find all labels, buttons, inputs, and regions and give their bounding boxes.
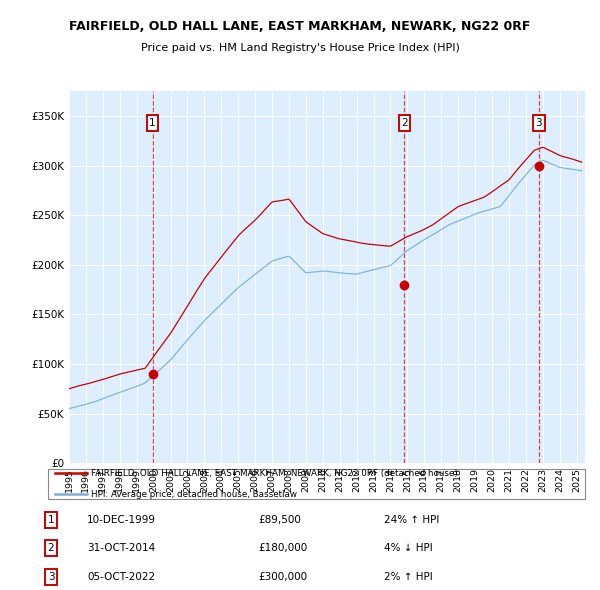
Text: FAIRFIELD, OLD HALL LANE, EAST MARKHAM, NEWARK, NG22 0RF: FAIRFIELD, OLD HALL LANE, EAST MARKHAM, …	[70, 20, 530, 33]
Text: 1: 1	[47, 515, 55, 525]
Text: 10-DEC-1999: 10-DEC-1999	[87, 515, 156, 525]
Text: Price paid vs. HM Land Registry's House Price Index (HPI): Price paid vs. HM Land Registry's House …	[140, 44, 460, 53]
Text: HPI: Average price, detached house, Bassetlaw: HPI: Average price, detached house, Bass…	[91, 490, 297, 499]
Text: £180,000: £180,000	[258, 543, 307, 553]
Text: 2: 2	[401, 118, 408, 128]
Text: 1: 1	[149, 118, 156, 128]
Text: 3: 3	[47, 572, 55, 582]
Text: 2: 2	[47, 543, 55, 553]
Text: 2% ↑ HPI: 2% ↑ HPI	[384, 572, 433, 582]
Text: £300,000: £300,000	[258, 572, 307, 582]
Text: 31-OCT-2014: 31-OCT-2014	[87, 543, 155, 553]
Text: 24% ↑ HPI: 24% ↑ HPI	[384, 515, 439, 525]
Text: FAIRFIELD, OLD HALL LANE, EAST MARKHAM, NEWARK, NG22 0RF (detached house): FAIRFIELD, OLD HALL LANE, EAST MARKHAM, …	[91, 468, 458, 478]
Text: £89,500: £89,500	[258, 515, 301, 525]
Text: 3: 3	[535, 118, 542, 128]
Text: 05-OCT-2022: 05-OCT-2022	[87, 572, 155, 582]
Text: 4% ↓ HPI: 4% ↓ HPI	[384, 543, 433, 553]
